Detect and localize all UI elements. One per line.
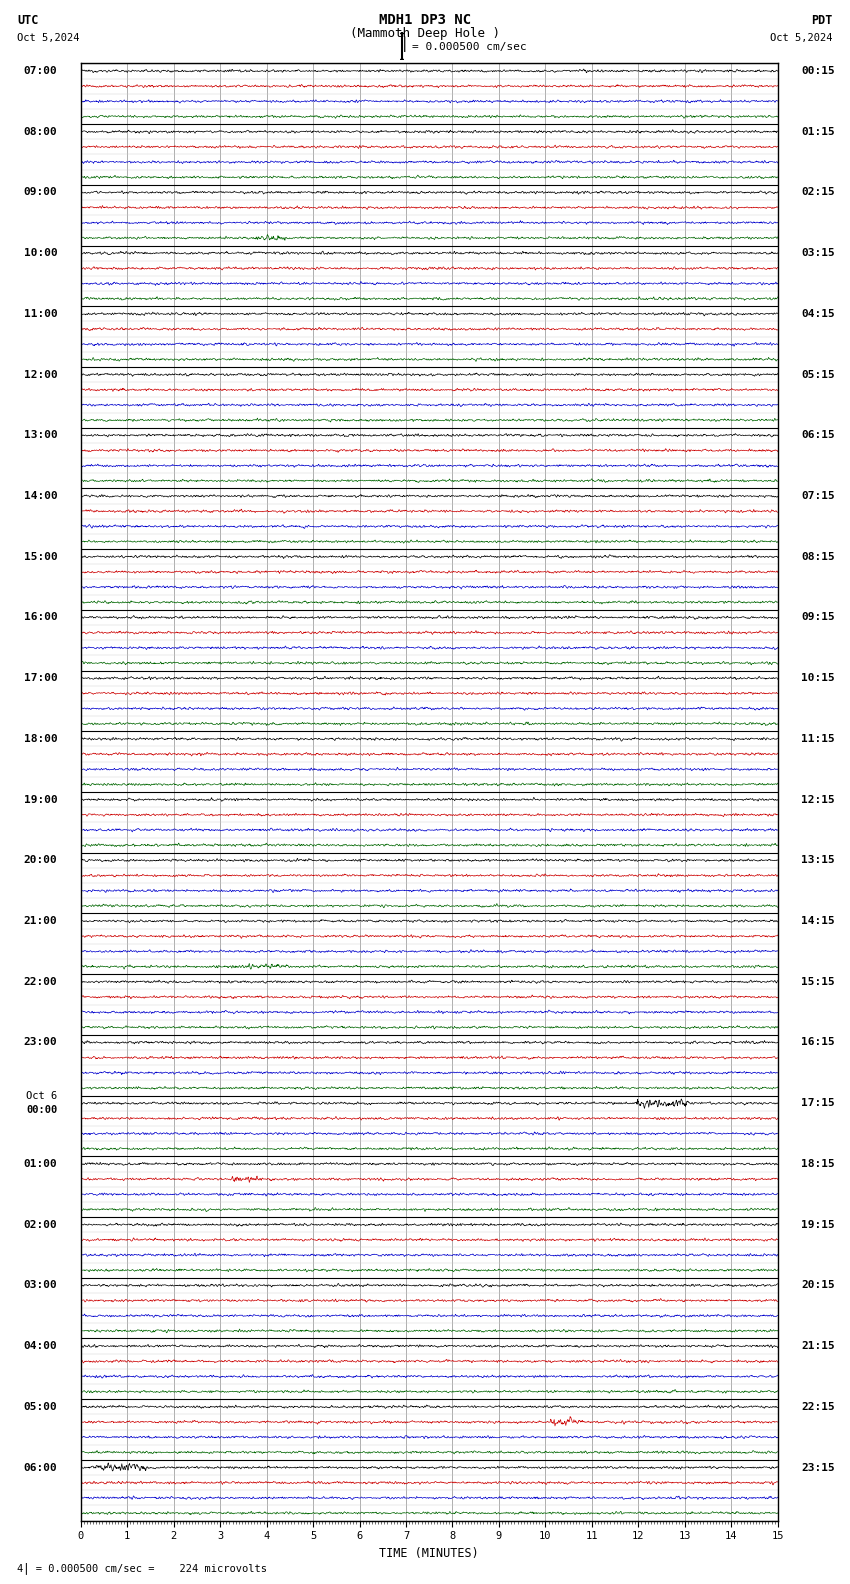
Text: 18:15: 18:15 bbox=[801, 1159, 835, 1169]
Text: 16:15: 16:15 bbox=[801, 1038, 835, 1047]
Text: 22:15: 22:15 bbox=[801, 1402, 835, 1411]
Text: (Mammoth Deep Hole ): (Mammoth Deep Hole ) bbox=[350, 27, 500, 40]
Text: 08:00: 08:00 bbox=[24, 127, 58, 136]
Text: 15:00: 15:00 bbox=[24, 551, 58, 562]
Text: 19:00: 19:00 bbox=[24, 795, 58, 805]
Text: 23:00: 23:00 bbox=[24, 1038, 58, 1047]
Text: 11:15: 11:15 bbox=[801, 733, 835, 744]
Text: = 0.000500 cm/sec: = 0.000500 cm/sec bbox=[412, 43, 527, 52]
Text: 02:15: 02:15 bbox=[801, 187, 835, 198]
Text: 17:00: 17:00 bbox=[24, 673, 58, 683]
Text: ⎮: ⎮ bbox=[400, 36, 408, 52]
Text: 06:15: 06:15 bbox=[801, 431, 835, 440]
Text: 00:00: 00:00 bbox=[26, 1106, 58, 1115]
Text: 4⎮ = 0.000500 cm/sec =    224 microvolts: 4⎮ = 0.000500 cm/sec = 224 microvolts bbox=[17, 1562, 267, 1574]
Text: 14:00: 14:00 bbox=[24, 491, 58, 501]
Text: 22:00: 22:00 bbox=[24, 977, 58, 987]
Text: 14:15: 14:15 bbox=[801, 916, 835, 927]
Text: 01:15: 01:15 bbox=[801, 127, 835, 136]
Text: Oct 5,2024: Oct 5,2024 bbox=[17, 33, 80, 43]
Text: 23:15: 23:15 bbox=[801, 1462, 835, 1473]
Text: 10:00: 10:00 bbox=[24, 249, 58, 258]
Text: Oct 6: Oct 6 bbox=[26, 1091, 58, 1101]
Text: 03:15: 03:15 bbox=[801, 249, 835, 258]
Text: 21:00: 21:00 bbox=[24, 916, 58, 927]
Text: MDH1 DP3 NC: MDH1 DP3 NC bbox=[379, 13, 471, 27]
Text: 18:00: 18:00 bbox=[24, 733, 58, 744]
Text: 15:15: 15:15 bbox=[801, 977, 835, 987]
Text: 10:15: 10:15 bbox=[801, 673, 835, 683]
Text: 02:00: 02:00 bbox=[24, 1220, 58, 1229]
Text: 12:15: 12:15 bbox=[801, 795, 835, 805]
Text: UTC: UTC bbox=[17, 14, 38, 27]
Text: 19:15: 19:15 bbox=[801, 1220, 835, 1229]
Text: 07:00: 07:00 bbox=[24, 67, 58, 76]
Text: 13:15: 13:15 bbox=[801, 855, 835, 865]
Text: 17:15: 17:15 bbox=[801, 1098, 835, 1109]
Text: 05:00: 05:00 bbox=[24, 1402, 58, 1411]
Text: 20:15: 20:15 bbox=[801, 1280, 835, 1291]
Text: 12:00: 12:00 bbox=[24, 369, 58, 380]
Text: 00:15: 00:15 bbox=[801, 67, 835, 76]
Text: Oct 5,2024: Oct 5,2024 bbox=[770, 33, 833, 43]
Text: 13:00: 13:00 bbox=[24, 431, 58, 440]
Text: 01:00: 01:00 bbox=[24, 1159, 58, 1169]
Text: 07:15: 07:15 bbox=[801, 491, 835, 501]
Text: 09:00: 09:00 bbox=[24, 187, 58, 198]
Text: 08:15: 08:15 bbox=[801, 551, 835, 562]
Text: 21:15: 21:15 bbox=[801, 1342, 835, 1351]
Text: PDT: PDT bbox=[812, 14, 833, 27]
Text: 04:00: 04:00 bbox=[24, 1342, 58, 1351]
Text: 04:15: 04:15 bbox=[801, 309, 835, 318]
Text: 03:00: 03:00 bbox=[24, 1280, 58, 1291]
Text: 20:00: 20:00 bbox=[24, 855, 58, 865]
X-axis label: TIME (MINUTES): TIME (MINUTES) bbox=[379, 1546, 479, 1560]
Text: 16:00: 16:00 bbox=[24, 613, 58, 623]
Text: 11:00: 11:00 bbox=[24, 309, 58, 318]
Text: 05:15: 05:15 bbox=[801, 369, 835, 380]
Text: 06:00: 06:00 bbox=[24, 1462, 58, 1473]
Text: 09:15: 09:15 bbox=[801, 613, 835, 623]
